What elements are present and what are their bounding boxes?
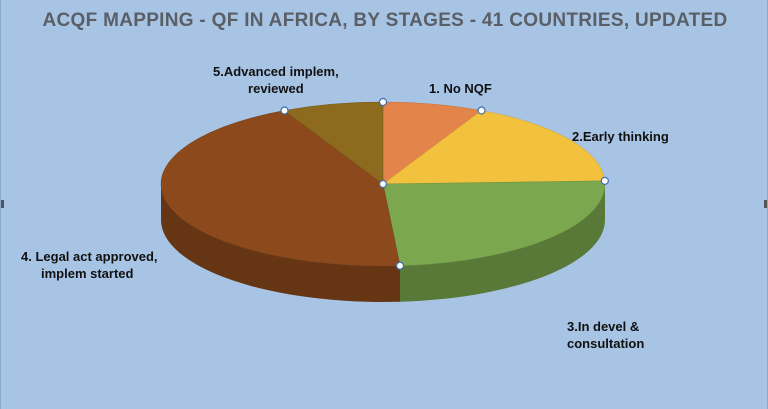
slice-label-no-nqf: 1. No NQF [429,81,492,96]
slice-side-2 [399,184,605,302]
selection-handle-center [378,179,388,189]
slice-label-legal-act: 4. Legal act approved, implem started [21,249,158,281]
selection-handle-4 [280,106,289,115]
chart-title: ACQF MAPPING - QF IN AFRICA, BY STAGES -… [42,10,728,31]
resize-handle-right[interactable] [764,200,767,208]
resize-handle-left[interactable] [1,200,4,208]
selection-handle-0 [378,97,388,107]
slice-2 [382,180,606,267]
slice-label-early-thinking: 2.Early thinking [572,129,669,144]
slice-3 [160,110,401,267]
slice-label-in-devel: 3.In devel & consultation [567,319,645,351]
slice-1 [382,110,606,185]
selection-handle-3 [395,261,405,270]
slice-side-3 [161,184,400,302]
selection-handle-2 [600,176,609,185]
slice-label-advanced: 5.Advanced implem, reviewed [213,64,339,96]
selection-handle-1 [477,106,486,115]
